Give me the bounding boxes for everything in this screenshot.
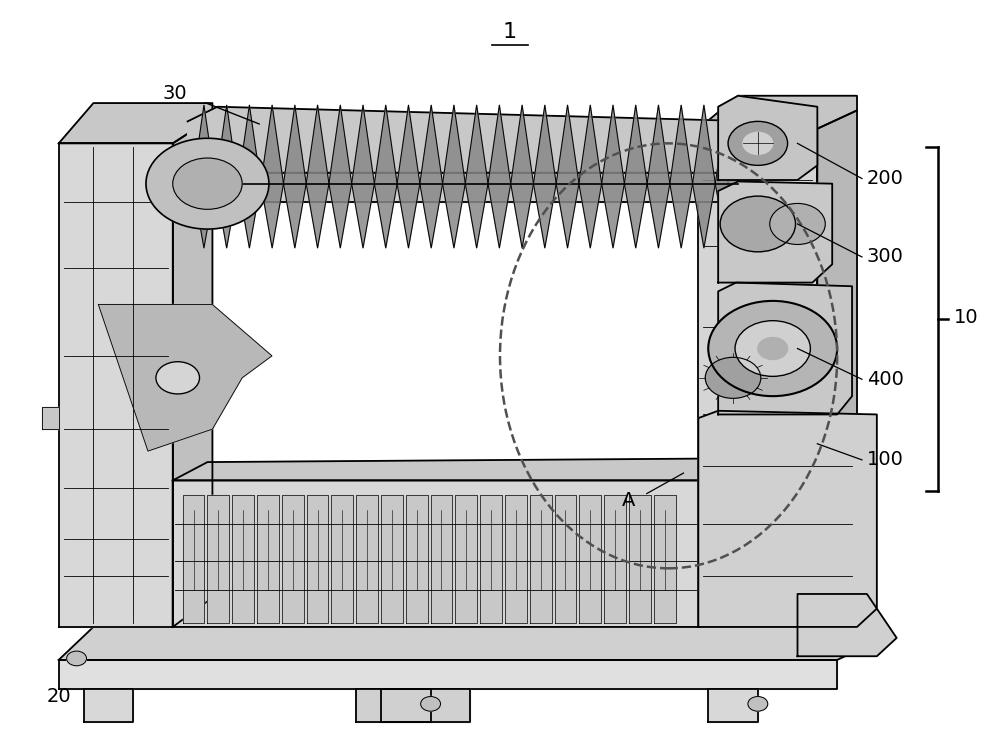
Polygon shape [381, 689, 431, 722]
Circle shape [705, 357, 761, 399]
Circle shape [173, 158, 242, 209]
Polygon shape [715, 105, 738, 248]
Text: 20: 20 [46, 687, 71, 706]
Polygon shape [188, 173, 728, 202]
Polygon shape [42, 407, 59, 429]
Circle shape [735, 321, 810, 376]
Circle shape [748, 697, 768, 711]
Polygon shape [59, 103, 212, 143]
Polygon shape [261, 105, 283, 248]
Text: 200: 200 [867, 169, 904, 188]
Polygon shape [511, 105, 533, 248]
Polygon shape [629, 495, 651, 623]
Text: 300: 300 [867, 247, 904, 267]
Polygon shape [555, 495, 576, 623]
Polygon shape [505, 495, 527, 623]
Polygon shape [604, 495, 626, 623]
Polygon shape [59, 627, 877, 660]
Circle shape [421, 697, 441, 711]
Polygon shape [257, 495, 279, 623]
Polygon shape [420, 105, 443, 248]
Polygon shape [693, 105, 715, 248]
Polygon shape [556, 105, 579, 248]
Polygon shape [183, 495, 204, 623]
Polygon shape [455, 495, 477, 623]
Circle shape [743, 133, 773, 154]
Polygon shape [374, 105, 397, 248]
Polygon shape [533, 105, 556, 248]
Polygon shape [98, 305, 272, 451]
Text: 10: 10 [954, 308, 979, 328]
Polygon shape [443, 105, 465, 248]
Polygon shape [624, 105, 647, 248]
Polygon shape [283, 105, 306, 248]
Polygon shape [817, 110, 857, 627]
Circle shape [156, 362, 200, 394]
Polygon shape [708, 689, 758, 722]
Polygon shape [193, 105, 215, 248]
Polygon shape [381, 495, 403, 623]
Polygon shape [698, 411, 877, 627]
Polygon shape [602, 105, 624, 248]
Polygon shape [488, 105, 511, 248]
Polygon shape [173, 118, 212, 627]
Polygon shape [698, 96, 857, 129]
Polygon shape [173, 480, 728, 627]
Text: 1: 1 [503, 22, 517, 42]
Polygon shape [356, 689, 470, 722]
Circle shape [146, 139, 269, 229]
Polygon shape [406, 495, 428, 623]
Text: 30: 30 [162, 84, 187, 103]
Circle shape [708, 301, 837, 396]
Polygon shape [670, 105, 693, 248]
Polygon shape [647, 105, 670, 248]
Polygon shape [307, 495, 328, 623]
Text: A: A [622, 491, 636, 511]
Polygon shape [431, 495, 452, 623]
Polygon shape [654, 495, 676, 623]
Polygon shape [188, 107, 758, 173]
Polygon shape [59, 143, 173, 627]
Polygon shape [84, 689, 133, 722]
Polygon shape [352, 105, 374, 248]
Polygon shape [579, 495, 601, 623]
Polygon shape [798, 594, 897, 657]
Polygon shape [530, 495, 552, 623]
Text: 100: 100 [867, 451, 904, 469]
Polygon shape [465, 105, 488, 248]
Polygon shape [232, 495, 254, 623]
Polygon shape [282, 495, 304, 623]
Polygon shape [306, 105, 329, 248]
Text: 400: 400 [867, 370, 904, 389]
Polygon shape [238, 105, 261, 248]
Polygon shape [215, 105, 238, 248]
Polygon shape [59, 660, 837, 689]
Polygon shape [579, 105, 602, 248]
Circle shape [67, 651, 86, 665]
Polygon shape [329, 105, 352, 248]
Polygon shape [356, 495, 378, 623]
Circle shape [720, 196, 796, 252]
Polygon shape [718, 282, 852, 414]
Polygon shape [718, 96, 817, 180]
Circle shape [770, 204, 825, 245]
Polygon shape [207, 495, 229, 623]
Circle shape [758, 338, 788, 359]
Polygon shape [331, 495, 353, 623]
Polygon shape [173, 459, 728, 480]
Polygon shape [718, 182, 832, 282]
Polygon shape [480, 495, 502, 623]
Polygon shape [698, 129, 817, 627]
Circle shape [728, 122, 788, 165]
Polygon shape [397, 105, 420, 248]
